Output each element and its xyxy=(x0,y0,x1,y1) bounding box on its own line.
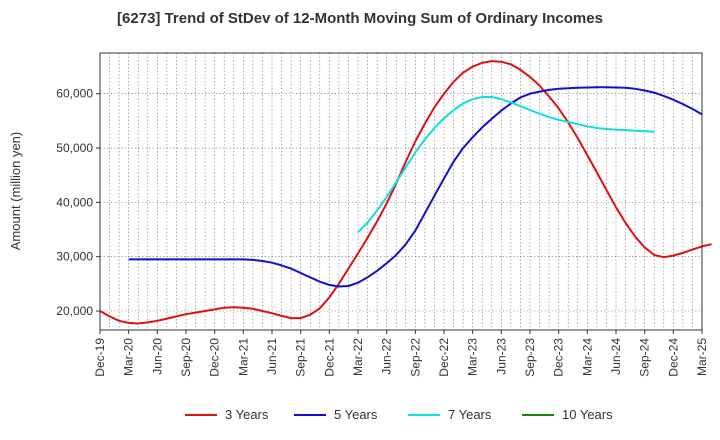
x-tick-label: Dec-23 xyxy=(552,338,566,377)
x-tick-label: Dec-19 xyxy=(93,338,107,377)
x-tick-label: Sep-24 xyxy=(638,338,652,377)
x-tick-label: Mar-23 xyxy=(466,338,480,376)
x-tick-label: Dec-21 xyxy=(322,338,336,377)
y-tick-label: 60,000 xyxy=(56,87,93,101)
legend-label: 7 Years xyxy=(448,407,492,422)
series-line-5-years xyxy=(128,86,703,288)
x-axis-ticks: Dec-19 Mar-20 Jun-20 Sep-20 Dec-20 Mar-21 Jun-… xyxy=(93,330,709,377)
legend: 3 Years 5 Years 7 Years 10 Years xyxy=(185,407,613,422)
y-tick-label: 40,000 xyxy=(56,195,93,209)
y-tick-label: 50,000 xyxy=(56,141,93,155)
y-axis-label: Amount (million yen) xyxy=(8,132,23,251)
legend-label: 10 Years xyxy=(562,407,613,422)
series-lines xyxy=(99,60,712,325)
y-axis-ticks: 20,000 30,000 40,000 50,000 60,000 xyxy=(56,87,100,318)
x-tick-label: Dec-24 xyxy=(666,338,680,377)
x-tick-label: Sep-22 xyxy=(408,338,422,377)
x-tick-label: Jun-23 xyxy=(494,338,508,375)
x-tick-label: Mar-21 xyxy=(236,338,250,376)
x-tick-label: Dec-20 xyxy=(208,338,222,377)
x-tick-label: Sep-23 xyxy=(523,338,537,377)
plot-area xyxy=(100,53,702,330)
y-tick-label: 20,000 xyxy=(56,304,93,318)
x-tick-label: Mar-20 xyxy=(122,338,136,376)
series-line-7-years xyxy=(357,96,655,233)
x-tick-label: Sep-20 xyxy=(179,338,193,377)
x-tick-label: Jun-22 xyxy=(380,338,394,375)
x-tick-label: Mar-25 xyxy=(695,338,709,376)
grid-lines xyxy=(100,53,702,330)
x-tick-label: Jun-24 xyxy=(609,338,623,375)
x-tick-label: Dec-22 xyxy=(437,338,451,377)
x-tick-label: Sep-21 xyxy=(294,338,308,377)
plot-frame xyxy=(99,52,703,331)
x-tick-label: Mar-22 xyxy=(351,338,365,376)
series-line-3-years xyxy=(99,60,712,325)
x-tick-label: Mar-24 xyxy=(580,338,594,376)
x-tick-label: Jun-20 xyxy=(150,338,164,375)
y-tick-label: 30,000 xyxy=(56,250,93,264)
x-tick-label: Jun-21 xyxy=(265,338,279,375)
legend-label: 5 Years xyxy=(334,407,378,422)
legend-label: 3 Years xyxy=(225,407,269,422)
chart-title: [6273] Trend of StDev of 12-Month Moving… xyxy=(117,10,603,27)
